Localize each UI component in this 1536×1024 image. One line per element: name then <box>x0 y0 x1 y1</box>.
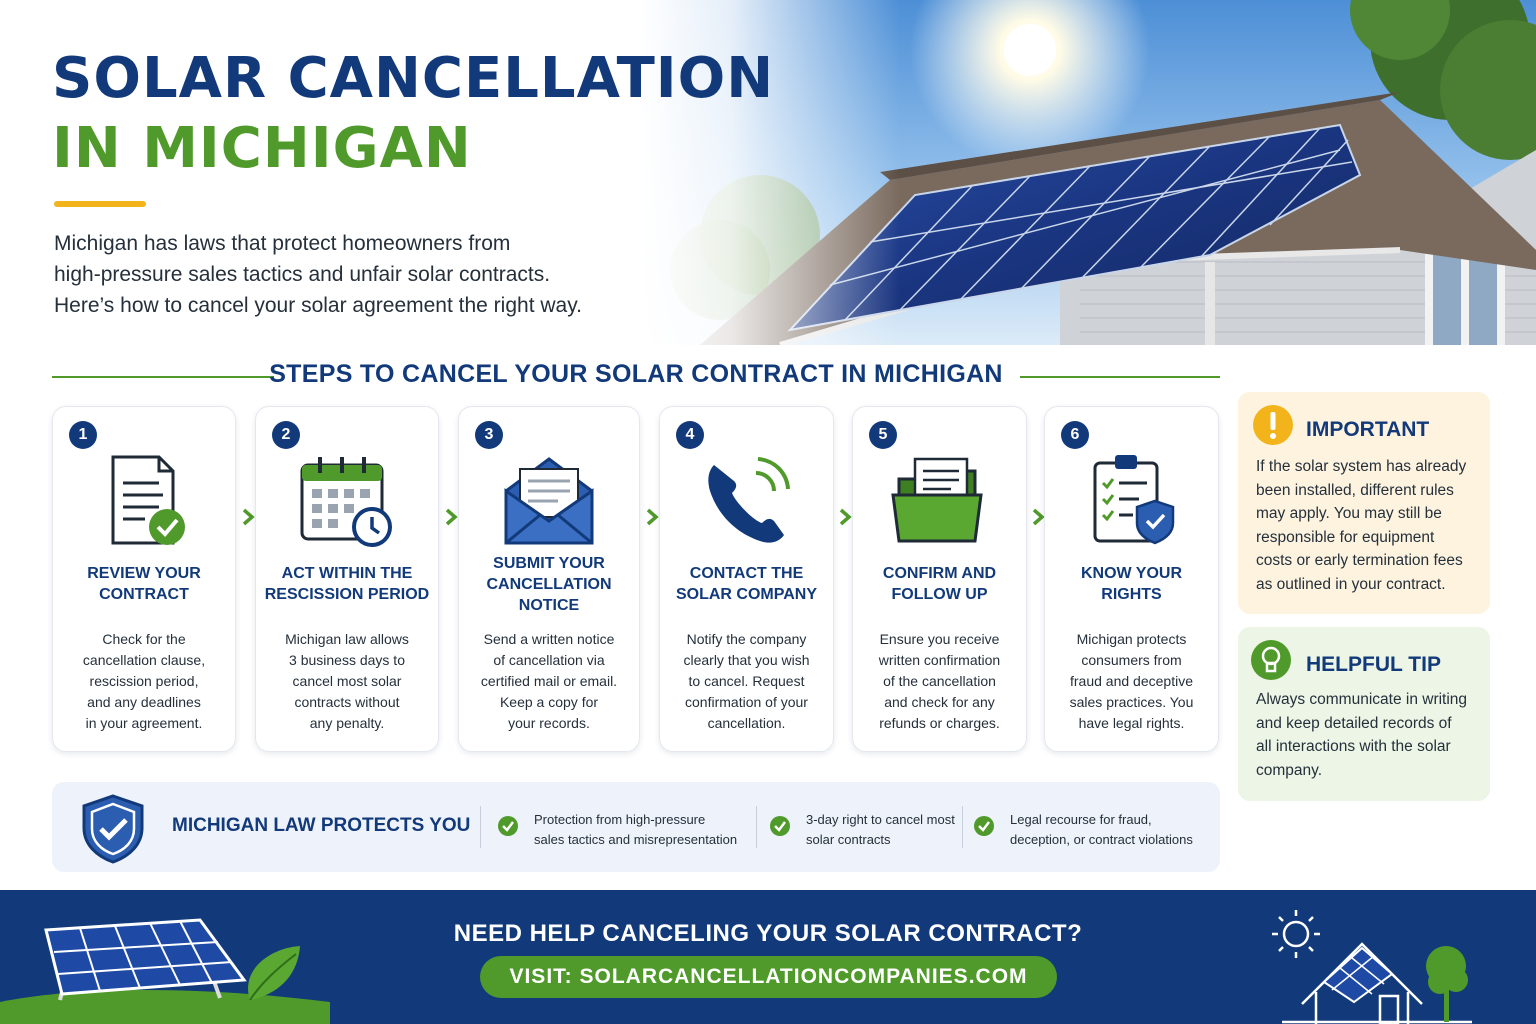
step-description: Michigan law allows 3 business days to can… <box>285 631 409 731</box>
law-title: MICHIGAN LAW PROTECTS YOU <box>172 815 471 836</box>
step-number: 3 <box>475 421 503 449</box>
divider <box>480 806 481 848</box>
chevron-right-icon <box>242 508 255 526</box>
step-title: CONFIRM AND FOLLOW UP <box>882 565 997 603</box>
folder-document-icon <box>890 457 983 543</box>
important-box: IMPORTANT If the solar system has alread… <box>1238 392 1490 614</box>
step-number: 5 <box>869 421 897 449</box>
law-item-text: 3-day right to cancel most solar contract… <box>806 812 955 847</box>
divider <box>756 806 757 848</box>
step-title: ACT WITHIN THE RESCISSION PERIOD <box>264 565 430 603</box>
important-text: If the solar system has already been inst… <box>1256 458 1467 593</box>
step-number: 4 <box>676 421 704 449</box>
step-card-5: 5 CONFIRM AND FOLLOW UP Ensure you receiv… <box>852 406 1027 752</box>
step-number: 6 <box>1061 421 1089 449</box>
step-card-1: 1 REVIEW YOUR CONTRACT Check for the cance… <box>52 406 236 752</box>
visit-website-button[interactable]: VISIT: SOLARCANCELLATIONCOMPANIES.COM <box>480 956 1057 998</box>
check-circle-icon <box>974 816 994 836</box>
shield-check-icon <box>82 794 144 864</box>
step-card-6: 6 KNOW YOUR RIGHTS Michigan protects consu… <box>1044 406 1219 752</box>
lightbulb-icon <box>1251 640 1291 680</box>
calendar-clock-icon <box>300 457 392 547</box>
check-circle-icon <box>770 816 790 836</box>
law-item-text: Legal recourse for fraud, deception, or c… <box>1010 812 1193 847</box>
step-title: CONTACT THE SOLAR COMPANY <box>675 565 818 603</box>
law-item-text: Protection from high-pressure sales tacti… <box>534 812 738 847</box>
steps-section-title: STEPS TO CANCEL YOUR SOLAR CONTRACT IN M… <box>269 360 1003 388</box>
intro-text: Michigan has laws that protect homeowner… <box>54 228 654 321</box>
step-card-4: 4 CONTACT THE SOLAR COMPANY Notify the co… <box>659 406 834 752</box>
step-description: Michigan protects consumers from fraud and… <box>1069 631 1194 731</box>
step-title: SUBMIT YOUR CANCELLATION NOTICE <box>486 555 612 614</box>
step-description: Check for the cancellation clause, resciss… <box>82 631 206 731</box>
page-title-line1: SOLAR CANCELLATION <box>52 46 775 111</box>
contract-check-icon <box>111 455 185 545</box>
step-title: KNOW YOUR RIGHTS <box>1080 565 1183 603</box>
helpful-tip-text: Always communicate in writing and keep de… <box>1256 691 1468 779</box>
envelope-letter-icon <box>504 457 594 545</box>
step-description: Ensure you receive written confirmation of… <box>878 631 1001 731</box>
law-protects-banner: MICHIGAN LAW PROTECTS YOU Protection fro… <box>52 782 1220 872</box>
important-title: IMPORTANT <box>1306 418 1430 441</box>
step-number: 2 <box>272 421 300 449</box>
step-description: Send a written notice of cancellation via… <box>480 631 618 731</box>
footer-question: NEED HELP CANCELING YOUR SOLAR CONTRACT? <box>453 920 1083 947</box>
title-underline <box>54 201 146 207</box>
solar-panel-leaf-icon <box>0 918 330 1024</box>
heading-rule-left <box>52 376 274 378</box>
footer-banner: NEED HELP CANCELING YOUR SOLAR CONTRACT?… <box>0 890 1536 1024</box>
house-sun-tree-icon <box>1272 910 1472 1024</box>
chevron-right-icon <box>1032 508 1045 526</box>
hero-house-solar-image <box>640 0 1536 345</box>
page-title-line2: IN MICHIGAN <box>52 116 472 181</box>
helpful-tip-box: HELPFUL TIP Always communicate in writin… <box>1238 627 1490 801</box>
step-number: 1 <box>69 421 97 449</box>
heading-rule-right <box>1020 376 1220 378</box>
check-circle-icon <box>498 816 518 836</box>
step-title: REVIEW YOUR CONTRACT <box>87 565 201 603</box>
divider <box>962 806 963 848</box>
chevron-right-icon <box>646 508 659 526</box>
intro-line: Michigan has laws that protect homeowner… <box>54 232 511 255</box>
intro-line: high-pressure sales tactics and unfair s… <box>54 263 551 286</box>
steps-section-heading: STEPS TO CANCEL YOUR SOLAR CONTRACT IN M… <box>52 360 1220 394</box>
chevron-right-icon <box>445 508 458 526</box>
step-description: Notify the company clearly that you wish t… <box>683 631 810 731</box>
chevron-right-icon <box>839 508 852 526</box>
clipboard-shield-icon <box>1093 455 1174 545</box>
phone-icon <box>707 457 790 543</box>
step-card-2: 2 ACT WITHIN THE RESCISSION PERIOD Michig… <box>255 406 439 752</box>
step-card-3: 3 SUBMIT YOUR CANCELLATION NOTICE Send a w… <box>458 406 640 752</box>
intro-line: Here’s how to cancel your solar agreemen… <box>54 294 582 317</box>
exclamation-icon <box>1253 405 1293 445</box>
helpful-tip-title: HELPFUL TIP <box>1306 653 1441 676</box>
